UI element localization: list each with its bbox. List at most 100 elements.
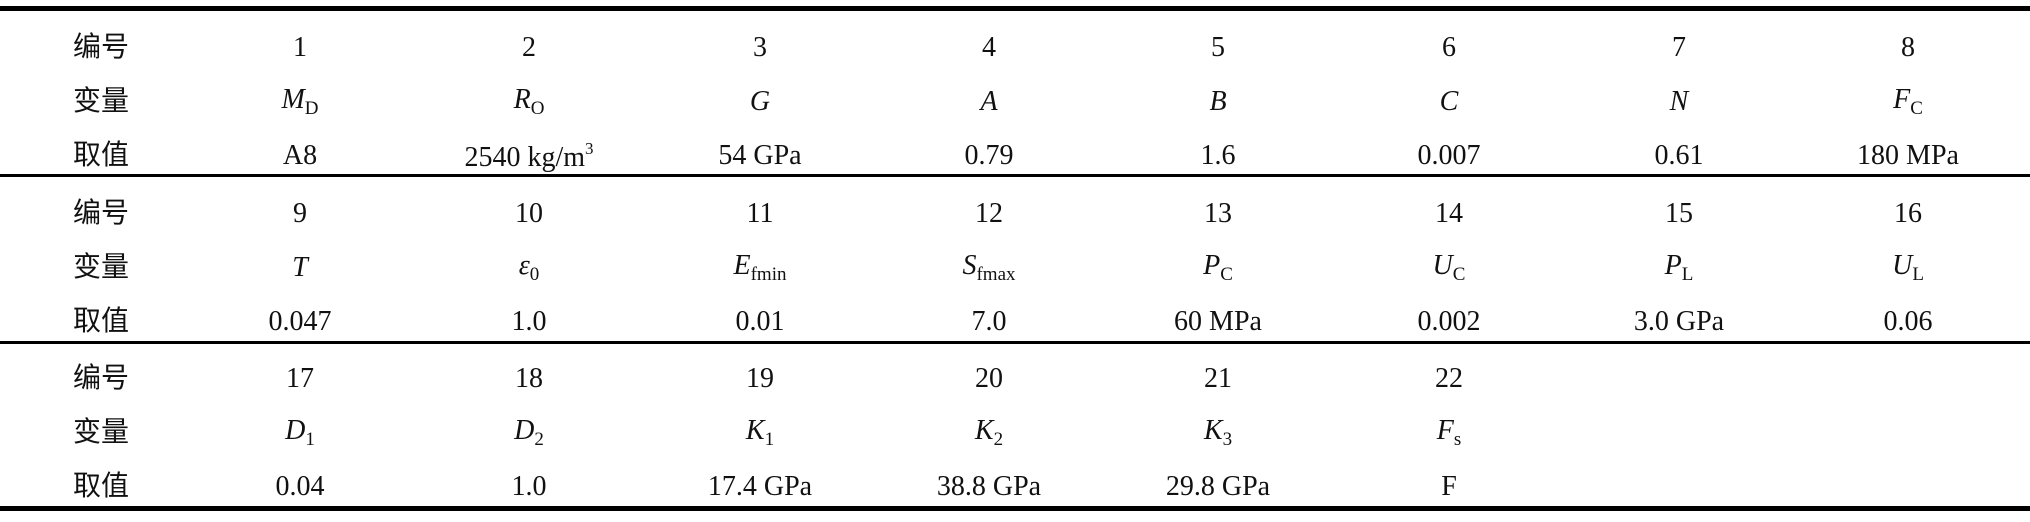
variable-base: R: [513, 84, 531, 115]
variable-base: U: [1892, 250, 1913, 281]
top-rule: [0, 6, 2030, 11]
variable-base: D: [514, 415, 535, 446]
value: 0.06: [1883, 306, 1933, 337]
variable: T: [292, 254, 308, 282]
variable: FC: [1893, 86, 1923, 119]
variable: Efmin: [733, 250, 787, 285]
variable: UL: [1892, 250, 1924, 285]
item-number: 2: [522, 32, 536, 63]
variable: K3: [1204, 417, 1232, 450]
variable-base: K: [974, 415, 994, 446]
item-number: 21: [1204, 363, 1232, 394]
variable-subscript: C: [1452, 264, 1466, 285]
variable-subscript: 1: [305, 429, 315, 450]
variable-subscript: C: [1910, 98, 1923, 119]
value: 7.0: [971, 306, 1007, 337]
item-number: 13: [1204, 198, 1232, 229]
value: 0.002: [1417, 306, 1481, 337]
variable-base: ε: [518, 250, 530, 281]
item-number: 5: [1211, 32, 1225, 63]
variable: G: [750, 88, 770, 116]
value: 0.007: [1417, 140, 1481, 171]
variable-subscript: C: [1220, 264, 1233, 285]
variable: ε0: [518, 250, 540, 285]
item-number: 6: [1442, 32, 1456, 63]
item-number: 12: [975, 198, 1003, 229]
row-label: 编号: [72, 198, 130, 229]
variable-base: P: [1203, 250, 1221, 281]
variable-base: E: [733, 250, 751, 281]
variable: A: [980, 88, 997, 116]
variable-subscript: 0: [529, 264, 540, 285]
item-number: 11: [746, 198, 774, 229]
value: 180 MPa: [1857, 140, 1959, 171]
variable-base: K: [745, 415, 765, 446]
variable-base: A: [980, 86, 998, 117]
variable-subscript: s: [1453, 429, 1462, 450]
value: 0.61: [1654, 140, 1704, 171]
variable-base: F: [1436, 415, 1454, 446]
item-number: 7: [1672, 32, 1686, 63]
variable-base: C: [1439, 86, 1459, 117]
block-rule: [0, 174, 2030, 177]
item-number: 1: [293, 32, 307, 63]
value: 29.8 GPa: [1165, 471, 1271, 502]
row-label: 变量: [72, 417, 130, 448]
value: A8: [282, 140, 318, 171]
item-number: 17: [286, 363, 314, 394]
value: 0.01: [735, 306, 785, 337]
item-number: 4: [982, 32, 996, 63]
variable-base: S: [962, 250, 977, 281]
value-superscript: 3: [585, 139, 594, 158]
variable: K2: [974, 415, 1003, 450]
item-number: 18: [515, 363, 543, 394]
item-number: 20: [975, 363, 1003, 394]
row-label: 变量: [72, 252, 130, 283]
variable-base: B: [1209, 86, 1227, 117]
variable-subscript: fmin: [750, 264, 787, 285]
row-label: 编号: [72, 32, 130, 63]
variable: PC: [1203, 250, 1233, 285]
variable: B: [1209, 88, 1226, 116]
item-number: 9: [293, 198, 307, 229]
row-label: 取值: [72, 306, 130, 337]
variable-base: D: [285, 415, 306, 446]
variable-base: N: [1669, 86, 1689, 117]
value: 1.0: [511, 471, 547, 502]
variable: D2: [514, 415, 544, 450]
item-number: 15: [1665, 198, 1693, 229]
variable-subscript: D: [304, 98, 319, 119]
variable: PL: [1664, 250, 1694, 285]
row-label: 取值: [72, 471, 130, 502]
row-label: 变量: [72, 86, 130, 117]
value: 60 MPa: [1174, 306, 1262, 337]
bottom-rule: [0, 506, 2030, 511]
block-rule: [0, 341, 2030, 344]
variable: C: [1440, 88, 1459, 116]
variable-base: G: [749, 86, 771, 117]
variable-subscript: O: [530, 98, 545, 119]
variable-subscript: 2: [534, 429, 544, 450]
variable-base: U: [1432, 250, 1453, 281]
item-number: 8: [1901, 32, 1915, 63]
variable: Sfmax: [962, 250, 1016, 285]
value: 38.8 GPa: [936, 471, 1042, 502]
value: 2540 kg/m3: [464, 140, 593, 172]
variable: RO: [513, 84, 545, 119]
variable-base: P: [1664, 250, 1682, 281]
variable-subscript: fmax: [976, 264, 1016, 285]
item-number: 14: [1435, 198, 1463, 229]
row-label: 编号: [72, 363, 130, 394]
value: 3.0 GPa: [1633, 306, 1725, 337]
variable: Fs: [1436, 415, 1462, 450]
value: 0.047: [268, 306, 332, 337]
variable-subscript: 1: [764, 429, 775, 450]
value: 17.4 GPa: [707, 471, 813, 502]
variable: N: [1670, 88, 1689, 116]
item-number: 22: [1435, 363, 1463, 394]
variable: D1: [285, 415, 315, 450]
variable-subscript: L: [1912, 264, 1924, 285]
value: 54 GPa: [718, 140, 802, 171]
item-number: 3: [753, 32, 767, 63]
